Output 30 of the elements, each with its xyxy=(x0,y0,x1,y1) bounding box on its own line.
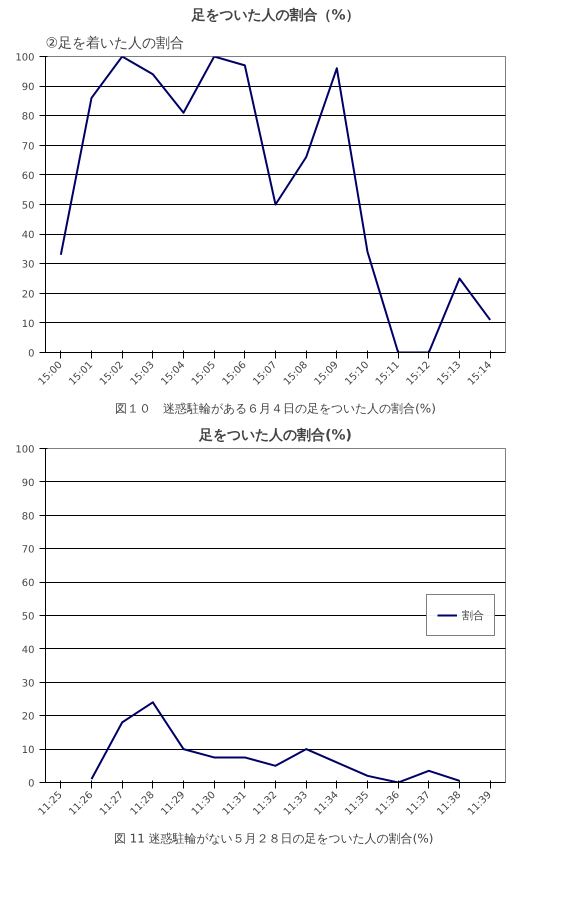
legend-label: 割合 xyxy=(462,608,484,622)
y-tick-label: 80 xyxy=(22,511,35,522)
y-tick-label: 40 xyxy=(22,644,35,656)
y-tick-label: 100 xyxy=(15,444,35,456)
y-tick-label: 70 xyxy=(22,141,35,152)
y-tick-label: 90 xyxy=(22,82,35,94)
y-tick-label: 40 xyxy=(22,230,35,242)
y-tick-label: 90 xyxy=(22,478,35,489)
y-tick-label: 100 xyxy=(15,52,35,64)
caption: 図１０ 迷惑駐輪がある６月４日の足をついた人の割合(%) xyxy=(115,402,436,416)
y-tick-label: 10 xyxy=(22,318,35,330)
y-tick-label: 0 xyxy=(28,778,35,790)
chart-title: 足をついた人の割合(%) xyxy=(198,426,352,444)
y-tick-label: 50 xyxy=(22,200,35,212)
y-tick-label: 60 xyxy=(22,170,35,182)
y-tick-label: 10 xyxy=(22,745,35,756)
text: ②足を着いた人の割合 xyxy=(46,36,184,52)
line-series xyxy=(60,56,492,352)
y-tick-label: 20 xyxy=(22,289,35,300)
y-tick-label: 30 xyxy=(22,260,35,271)
y-tick-label: 70 xyxy=(22,544,35,556)
y-tick-label: 30 xyxy=(22,678,35,690)
caption: 図 11 迷惑駐輪がない５月２８日の足をついた人の割合(%) xyxy=(114,832,434,846)
y-tick-label: 20 xyxy=(22,712,35,723)
y-tick-label: 80 xyxy=(22,112,35,123)
line-series xyxy=(90,701,460,782)
y-tick-label: 0 xyxy=(28,348,35,360)
chart-title: 足をついた人の割合（%） xyxy=(190,6,360,24)
y-tick-label: 60 xyxy=(22,578,35,590)
y-tick-label: 50 xyxy=(22,612,35,622)
